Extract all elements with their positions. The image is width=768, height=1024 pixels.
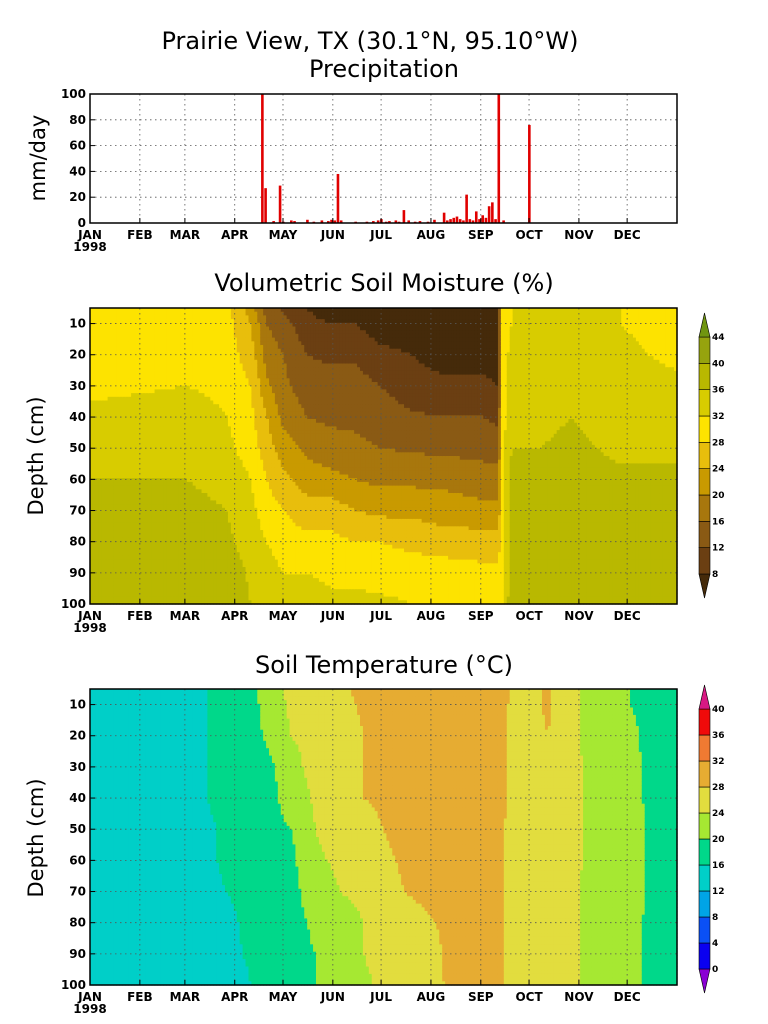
precipitation-bar <box>443 213 446 223</box>
precipitation-bar <box>485 218 488 223</box>
precipitation-bar <box>465 195 468 223</box>
y-tick-label: 40 <box>69 164 86 178</box>
precipitation-title: Precipitation <box>309 55 459 83</box>
precipitation-bar <box>491 202 494 223</box>
precipitation-bar <box>452 218 455 223</box>
precipitation-bars <box>261 94 531 223</box>
precipitation-bar <box>475 211 478 223</box>
x-tick-label: SEP <box>468 228 494 242</box>
y-tick-label: 100 <box>61 87 86 101</box>
x-tick-label: OCT <box>515 228 543 242</box>
x-tick-label: APR <box>221 228 248 242</box>
precipitation-bar <box>337 174 340 223</box>
y-tick-label: 60 <box>69 139 86 153</box>
soil-moisture-field <box>90 308 678 605</box>
x-tick-label: AUG <box>417 228 446 242</box>
y-tick-label: 80 <box>69 113 86 127</box>
x-tick-label: NOV <box>564 228 594 242</box>
precipitation-bar <box>279 186 282 223</box>
soil-moisture-panel: Volumetric Soil Moisture (%) 10203040506… <box>24 269 725 635</box>
soil-climate-figure: Prairie View, TX (30.1°N, 95.10°W) Preci… <box>0 0 768 1024</box>
x-tick-label: DEC <box>614 228 641 242</box>
precipitation-bar <box>403 210 406 223</box>
x-tick-label: MAY <box>269 228 298 242</box>
station-title: Prairie View, TX (30.1°N, 95.10°W) <box>162 27 579 55</box>
y-tick-label: 20 <box>69 190 86 204</box>
x-tick-label: JUN <box>320 228 345 242</box>
precipitation-grid <box>90 94 677 223</box>
x-axis-year: 1998 <box>73 240 106 254</box>
x-tick-label: JUL <box>369 228 392 242</box>
precipitation-bar <box>456 217 459 223</box>
precipitation-plot-frame <box>90 94 677 223</box>
precipitation-bar <box>528 125 531 223</box>
precipitation-bar <box>488 206 491 223</box>
precipitation-y-axis-label: mm/day <box>26 115 50 202</box>
precipitation-bar <box>264 188 267 223</box>
x-tick-label: MAR <box>170 228 200 242</box>
precipitation-bar <box>497 94 500 223</box>
precipitation-bar <box>261 94 264 223</box>
soil-moisture-title: Volumetric Soil Moisture (%) <box>214 269 553 297</box>
x-tick-label: FEB <box>127 228 153 242</box>
precipitation-bar <box>481 215 484 223</box>
